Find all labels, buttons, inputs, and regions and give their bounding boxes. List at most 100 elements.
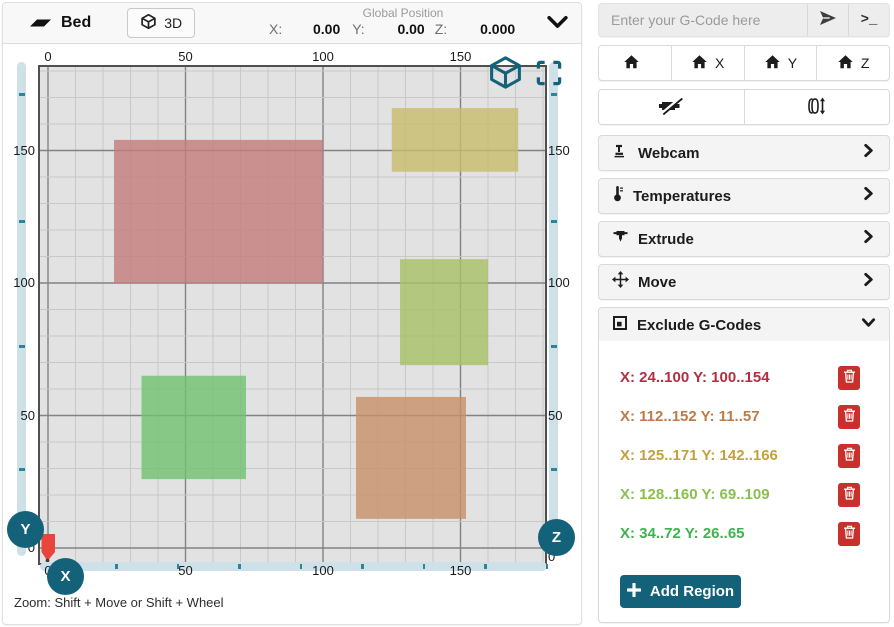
home-all-button[interactable] [599, 46, 671, 80]
home-y-button[interactable]: Y [743, 46, 817, 80]
chevron-down-icon [861, 315, 876, 335]
excluded-region-rect[interactable] [356, 396, 466, 519]
trash-icon [843, 486, 856, 503]
tab-bed[interactable]: Bed [29, 13, 91, 33]
collapse-panel-chevron-icon[interactable] [546, 15, 569, 35]
x-axis-tick-label: 150 [449, 49, 472, 64]
home-icon [764, 54, 781, 73]
gpos-x-label: X: [269, 21, 283, 37]
y-axis-tick-label: 100 [548, 275, 570, 290]
x-axis-tick-label: 100 [312, 49, 334, 64]
exclude-region-label: X: 34..72 Y: 26..65 [620, 525, 745, 542]
x-axis-tick-label: 50 [178, 49, 193, 64]
bed-topbar: Bed 3D Global Position X: 0.00 Y: 0.00 Z… [3, 3, 581, 44]
gcode-input[interactable] [599, 4, 807, 36]
z-axis-badge[interactable]: Z [538, 519, 575, 556]
global-position-values: X: 0.00 Y: 0.00 Z: 0.000 [269, 21, 537, 37]
trash-icon [843, 525, 856, 542]
delete-region-button[interactable] [838, 482, 860, 507]
delete-region-button[interactable] [838, 521, 860, 546]
aux-button-row [598, 89, 890, 125]
section-temperatures[interactable]: Temperatures [598, 178, 890, 214]
section-label: Move [638, 273, 677, 291]
bed-plot-canvas [40, 67, 545, 563]
view-3d-button[interactable]: 3D [127, 8, 196, 38]
chevron-right-icon [861, 272, 876, 292]
x-axis-badge[interactable]: X [47, 558, 84, 595]
gpos-z-label: Z: [434, 21, 448, 37]
y-axis-badge[interactable]: Y [7, 511, 44, 548]
section-extrude[interactable]: Extrude [598, 221, 890, 257]
webcam-icon [612, 143, 629, 164]
exclude-region-row: X: 24..100 Y: 100..154 [599, 358, 889, 397]
global-position: Global Position X: 0.00 Y: 0.00 Z: 0.000 [269, 6, 537, 37]
x-axis-slider[interactable] [40, 562, 547, 571]
section-label: Exclude G-Codes [637, 316, 762, 334]
terminal-icon: >_ [860, 12, 878, 28]
exclude-region-label: X: 125..171 Y: 142..166 [620, 447, 778, 464]
exclude-icon [612, 315, 628, 336]
slider-tick [484, 564, 487, 569]
tab-bed-label: Bed [61, 14, 92, 31]
gcode-bar: >_ [598, 3, 890, 37]
excluded-region-rect[interactable] [400, 259, 488, 366]
y-axis-tick-label: 100 [13, 275, 35, 290]
slider-tick [550, 345, 557, 348]
home-icon [691, 54, 708, 73]
add-region-button[interactable]: Add Region [620, 575, 741, 608]
z-babystep-button[interactable] [743, 90, 890, 124]
bed-plot[interactable] [38, 65, 547, 565]
delete-region-button[interactable] [838, 404, 860, 429]
section-webcam[interactable]: Webcam [598, 135, 890, 171]
motors-off-button[interactable] [599, 90, 744, 124]
fullscreen-icon[interactable] [534, 58, 564, 93]
exclude-region-label: X: 128..160 Y: 69..109 [620, 486, 770, 503]
x-axis-tick-label: 150 [449, 563, 472, 578]
exclude-region-label: X: 24..100 Y: 100..154 [620, 369, 770, 386]
section-label: Temperatures [633, 187, 732, 205]
slider-tick [115, 564, 118, 569]
section-move[interactable]: Move [598, 264, 890, 300]
home-icon [623, 54, 640, 73]
slider-tick [422, 564, 425, 569]
gpos-z-value: 0.000 [480, 21, 516, 37]
section-exclude-g-codes[interactable]: Exclude G-Codes [598, 307, 890, 343]
excluded-region-rect[interactable] [114, 139, 323, 283]
home-z-button[interactable]: Z [816, 46, 889, 80]
control-sidebar: >_ X Y Z Webcam Temperatures Extrude Move Excl… [598, 0, 890, 627]
slider-tick [18, 468, 25, 471]
plus-icon [626, 581, 642, 601]
home-x-button[interactable]: X [670, 46, 744, 80]
delete-region-button[interactable] [838, 365, 860, 390]
stepper-off-icon [659, 96, 684, 118]
exclude-region-label: X: 112..152 Y: 11..57 [620, 408, 760, 425]
terminal-button[interactable]: >_ [848, 4, 889, 36]
extrude-icon [612, 229, 629, 250]
view-cube-icon[interactable] [487, 54, 524, 96]
bed-panel: Bed 3D Global Position X: 0.00 Y: 0.00 Z… [2, 2, 582, 625]
slider-tick [18, 345, 25, 348]
exclude-region-row: X: 125..171 Y: 142..166 [599, 436, 889, 475]
view-3d-label: 3D [164, 15, 183, 31]
x-axis-tick-label: 0 [44, 49, 52, 64]
home-axis-label: X [714, 55, 725, 71]
excluded-region-rect[interactable] [391, 108, 519, 172]
slider-tick [238, 564, 241, 569]
y-axis-slider[interactable] [17, 62, 26, 556]
chevron-right-icon [861, 229, 876, 249]
send-gcode-button[interactable] [807, 4, 848, 36]
exclude-region-row: X: 34..72 Y: 26..65 [599, 514, 889, 553]
y-axis-tick-label: 150 [13, 142, 35, 158]
slider-tick [545, 564, 548, 569]
z-axis-slider[interactable] [549, 62, 558, 556]
tool-position-marker [41, 534, 55, 561]
slider-tick [361, 564, 364, 569]
excluded-region-rect[interactable] [141, 375, 247, 480]
gpos-y-value: 0.00 [397, 21, 425, 37]
delete-region-button[interactable] [838, 443, 860, 468]
home-axis-label: Y [787, 55, 798, 71]
slider-tick [550, 468, 557, 471]
add-region-label: Add Region [649, 583, 735, 600]
trash-icon [843, 447, 856, 464]
